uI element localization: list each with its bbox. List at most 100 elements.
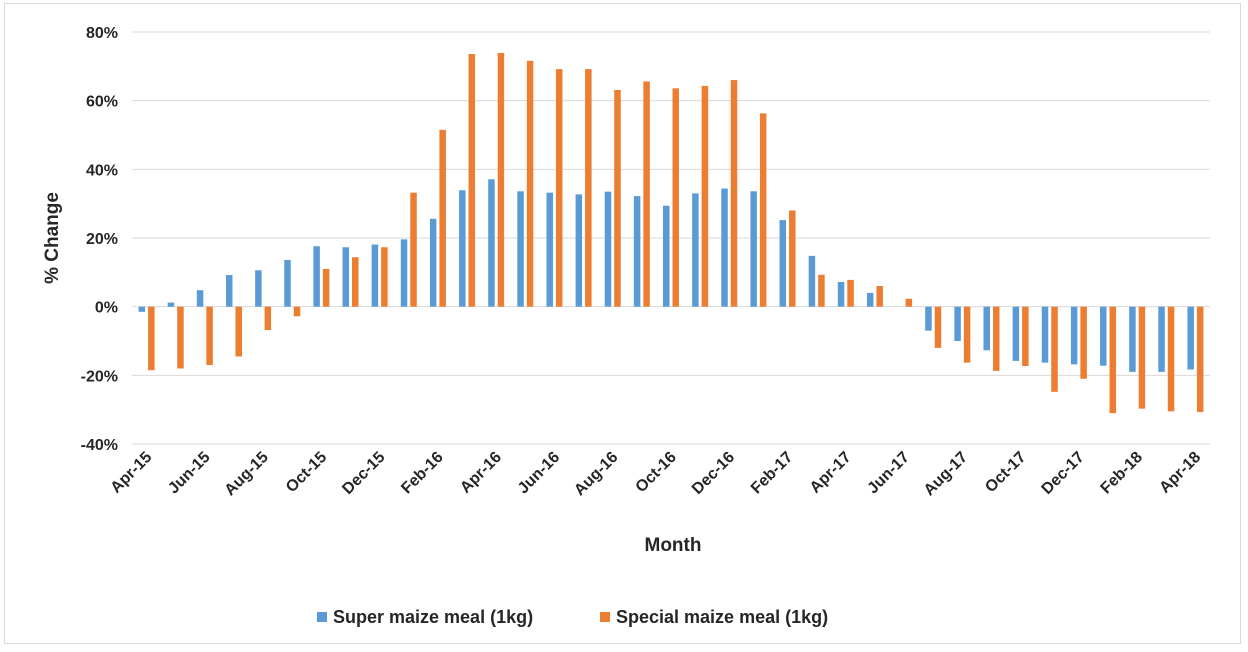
bar-super [663, 205, 670, 307]
bar-super [313, 246, 320, 307]
bar-super [692, 193, 699, 307]
bar-super [866, 292, 874, 307]
x-tick-label: Dec-17 [1039, 449, 1088, 498]
bar-special [497, 52, 505, 307]
bar-special [614, 90, 621, 307]
bar-special [1167, 306, 1175, 412]
bar-super [1129, 306, 1136, 372]
bar-super [167, 302, 175, 307]
y-axis-ticks: -40% -20% 0% 20% 40% 60% 80% [81, 25, 118, 454]
bar-super [954, 306, 961, 341]
bar-super [808, 255, 816, 307]
bar-special [555, 69, 563, 307]
bar-super [459, 190, 466, 307]
bar-super [138, 306, 146, 312]
x-tick-label: Aug-16 [571, 449, 621, 499]
x-tick-label: Jun-16 [515, 449, 564, 498]
bar-super [342, 247, 350, 307]
x-tick-label: Feb-17 [748, 449, 797, 498]
y-tick-label: -40% [81, 437, 118, 454]
x-tick-label: Feb-16 [398, 449, 447, 498]
x-tick-label: Dec-15 [339, 449, 388, 498]
bar-special [1022, 306, 1029, 367]
x-tick-label: Dec-16 [689, 449, 738, 498]
bar-special [847, 279, 854, 307]
y-tick-label: 60% [86, 94, 118, 111]
bar-special [526, 60, 534, 307]
bar-super [255, 270, 262, 307]
bar-special [264, 306, 272, 331]
bar-special [1051, 306, 1058, 392]
bar-super [575, 194, 583, 307]
x-tick-label: Aug-15 [222, 449, 272, 499]
bar-super [429, 218, 437, 307]
legend-swatch [600, 612, 610, 622]
bar-super [1041, 306, 1049, 363]
bar-super [604, 191, 612, 307]
bar-super [779, 220, 787, 307]
bar-super [517, 191, 524, 307]
bar-super [371, 244, 379, 307]
bar-special [585, 69, 592, 307]
bar-special [410, 192, 417, 307]
x-tick-label: Oct-17 [982, 449, 1029, 496]
bar-special [439, 129, 446, 307]
bars [138, 52, 1204, 414]
bar-special [789, 210, 796, 307]
bar-special [672, 88, 679, 307]
legend-swatch [317, 612, 327, 622]
x-tick-label: Feb-18 [1097, 449, 1146, 498]
legend-label: Special maize meal (1kg) [616, 607, 828, 627]
x-tick-label: Oct-15 [283, 449, 330, 496]
bar-special [992, 306, 1000, 371]
x-axis-ticks: Apr-15 Jun-15 Aug-15 Oct-15 Dec-15 Feb-16 Apr-… [108, 449, 1205, 499]
bar-special [381, 247, 388, 307]
bar-special [1138, 306, 1146, 409]
bar-special [206, 306, 213, 366]
gridlines [132, 31, 1210, 445]
bar-super [633, 196, 641, 307]
bar-special [643, 81, 650, 307]
x-tick-label: Jun-17 [864, 449, 913, 498]
legend-label: Super maize meal (1kg) [333, 607, 533, 627]
y-tick-label: -20% [81, 368, 118, 385]
x-tick-label: Oct-16 [633, 449, 680, 496]
bar-super [546, 192, 553, 307]
bar-super [488, 179, 495, 307]
bar-super [284, 259, 291, 307]
y-tick-label: 0% [95, 300, 118, 317]
x-tick-label: Apr-16 [457, 449, 505, 497]
x-tick-label: Aug-17 [921, 449, 971, 499]
bar-super [925, 306, 932, 331]
bar-special [468, 53, 476, 307]
bar-super [196, 290, 204, 307]
bar-special [235, 306, 242, 357]
bar-super [1158, 306, 1165, 372]
bar-super [837, 281, 845, 307]
bar-super [983, 306, 990, 351]
bar-super [1012, 306, 1020, 361]
bar-special [818, 274, 825, 307]
x-tick-label: Jun-15 [165, 449, 214, 498]
x-tick-label: Apr-17 [807, 449, 855, 497]
bar-super [750, 191, 757, 307]
y-tick-label: 40% [86, 162, 118, 179]
legend: Super maize meal (1kg) Special maize meal… [317, 607, 828, 627]
bar-super [721, 188, 728, 307]
bar-special [1109, 306, 1117, 414]
bar-special [1196, 306, 1204, 413]
bar-super [1070, 306, 1078, 365]
bar-special [322, 268, 330, 307]
bar-special [963, 306, 971, 363]
y-tick-label: 80% [86, 25, 118, 42]
bar-special [177, 306, 184, 369]
bar-special [701, 85, 709, 307]
x-tick-label: Apr-15 [108, 449, 156, 497]
bar-special [1080, 306, 1087, 379]
bar-super [225, 275, 233, 307]
x-axis-title: Month [645, 535, 702, 556]
bar-super [400, 239, 408, 307]
x-tick-label: Apr-18 [1156, 449, 1204, 497]
bar-super [1100, 306, 1107, 366]
